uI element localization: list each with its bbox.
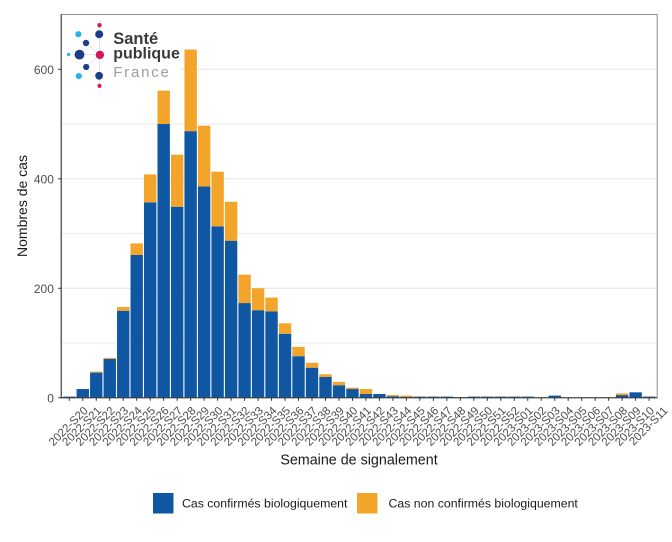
svg-text:600: 600 <box>34 63 54 77</box>
svg-text:publique: publique <box>113 45 180 62</box>
svg-text:200: 200 <box>34 282 54 296</box>
svg-text:Cas non confirmés biologiqueme: Cas non confirmés biologiquement <box>389 497 579 511</box>
svg-text:Semaine de signalement: Semaine de signalement <box>280 453 437 469</box>
svg-text:Cas confirmés biologiquement: Cas confirmés biologiquement <box>182 497 348 511</box>
svg-text:Nombres de cas: Nombres de cas <box>14 155 30 257</box>
svg-text:400: 400 <box>34 173 54 187</box>
svg-text:0: 0 <box>47 392 54 406</box>
svg-text:France: France <box>113 64 171 81</box>
